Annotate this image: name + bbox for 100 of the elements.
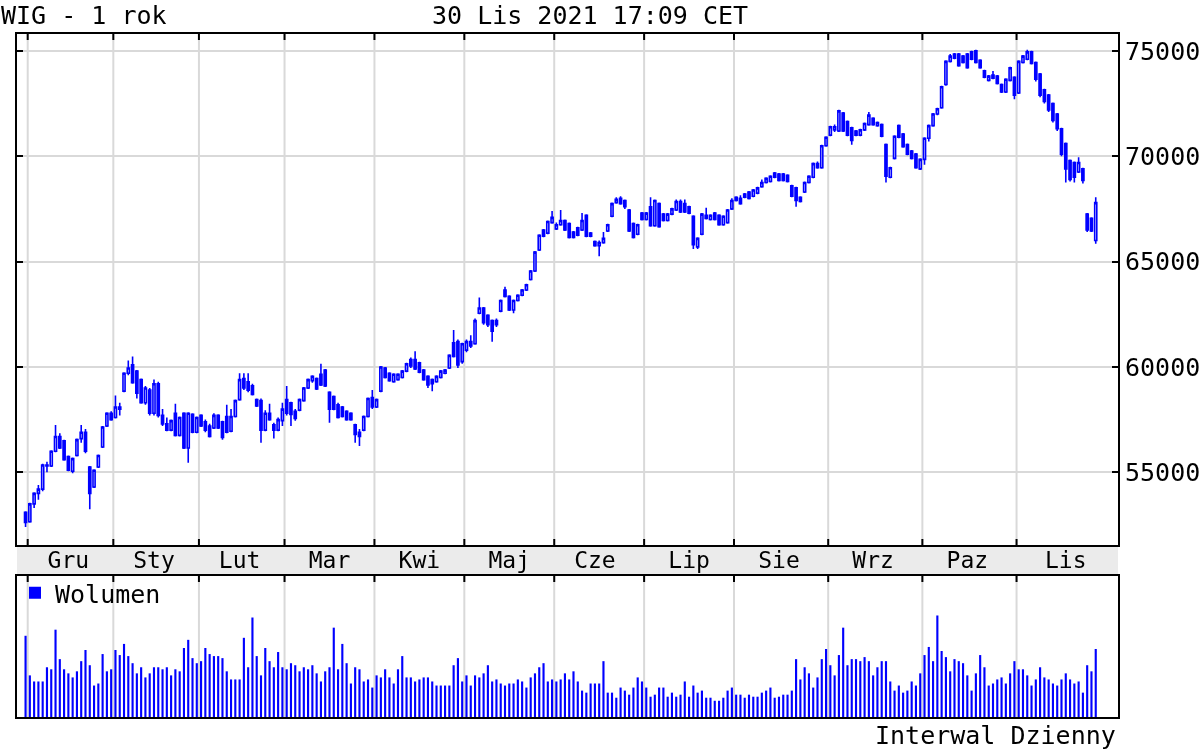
candlestick	[379, 365, 383, 394]
candlestick	[391, 372, 396, 384]
bar	[187, 639, 190, 717]
bar	[307, 669, 310, 717]
bar	[204, 647, 207, 717]
bar	[824, 648, 828, 717]
bar	[533, 673, 537, 717]
candlestick	[558, 209, 563, 227]
candlestick	[473, 317, 477, 346]
bar	[1064, 673, 1067, 717]
candlestick	[879, 122, 884, 139]
bar	[33, 681, 36, 717]
bar	[730, 687, 733, 717]
bar	[653, 694, 656, 717]
bar	[623, 690, 626, 717]
candlestick	[717, 213, 721, 227]
bar	[54, 629, 57, 717]
bar	[953, 659, 956, 717]
bar	[396, 669, 400, 717]
candlestick	[712, 211, 717, 222]
bar	[987, 685, 990, 717]
candlestick	[1093, 196, 1098, 245]
candlestick	[340, 405, 345, 419]
bar	[92, 685, 96, 717]
bar	[1073, 683, 1076, 717]
bar	[328, 667, 331, 717]
candlestick	[657, 201, 661, 229]
candlestick	[828, 124, 833, 137]
bar	[148, 673, 151, 717]
bar	[906, 690, 909, 717]
x-tick-label: Kwi	[398, 546, 441, 573]
bar	[944, 657, 947, 717]
bar	[165, 667, 168, 717]
bar	[820, 659, 823, 717]
bar	[538, 667, 541, 717]
y-tick-label: 60000	[1125, 352, 1200, 382]
bar	[67, 673, 70, 717]
bar	[1030, 685, 1033, 717]
candlestick	[152, 378, 156, 417]
bar	[628, 694, 631, 717]
bar	[602, 661, 605, 717]
bar	[461, 681, 464, 717]
legend-label: Wolumen	[55, 579, 161, 609]
bar	[837, 655, 840, 717]
candlestick	[584, 213, 589, 239]
candlestick	[246, 372, 251, 394]
bar	[812, 687, 815, 717]
bar	[679, 694, 682, 717]
candlestick	[700, 212, 704, 237]
bar	[842, 627, 845, 717]
bar	[259, 675, 263, 717]
bar	[902, 692, 905, 717]
bar	[739, 694, 742, 717]
bar	[302, 667, 305, 717]
bar	[105, 671, 108, 717]
bar	[217, 656, 220, 717]
candlestick	[194, 415, 199, 435]
bar	[846, 665, 849, 717]
y-tick-label: 55000	[1125, 458, 1200, 488]
bar	[619, 687, 622, 717]
bar	[580, 690, 584, 717]
bar	[354, 667, 357, 717]
bar	[662, 687, 665, 717]
bar	[666, 696, 669, 717]
bar	[110, 669, 113, 717]
bar	[225, 671, 228, 717]
bar	[349, 683, 352, 717]
bar	[281, 667, 284, 717]
bar	[444, 685, 447, 717]
bar	[1051, 683, 1054, 717]
bar	[401, 656, 404, 717]
bar	[829, 665, 832, 717]
bar	[251, 617, 254, 717]
bar	[559, 679, 562, 717]
bar	[422, 677, 425, 717]
bar	[1086, 665, 1089, 717]
bar	[542, 663, 545, 717]
candlestick	[438, 369, 443, 380]
bar	[568, 679, 571, 717]
bar	[1060, 679, 1063, 717]
bar	[63, 669, 66, 717]
bar	[503, 685, 507, 717]
bar	[867, 661, 870, 717]
bar	[118, 655, 121, 717]
candlestick	[991, 70, 995, 81]
bar	[606, 692, 609, 717]
bar	[610, 692, 614, 717]
bar	[854, 659, 858, 717]
bar	[114, 650, 117, 717]
candlestick	[610, 201, 614, 219]
bar	[75, 671, 78, 717]
bar	[379, 677, 382, 717]
bar	[478, 677, 481, 717]
bar	[174, 669, 177, 717]
bar	[593, 683, 596, 717]
bar	[705, 697, 708, 717]
bar	[152, 667, 156, 717]
bar	[786, 694, 789, 717]
candlestick	[956, 52, 961, 68]
bar	[884, 661, 888, 717]
